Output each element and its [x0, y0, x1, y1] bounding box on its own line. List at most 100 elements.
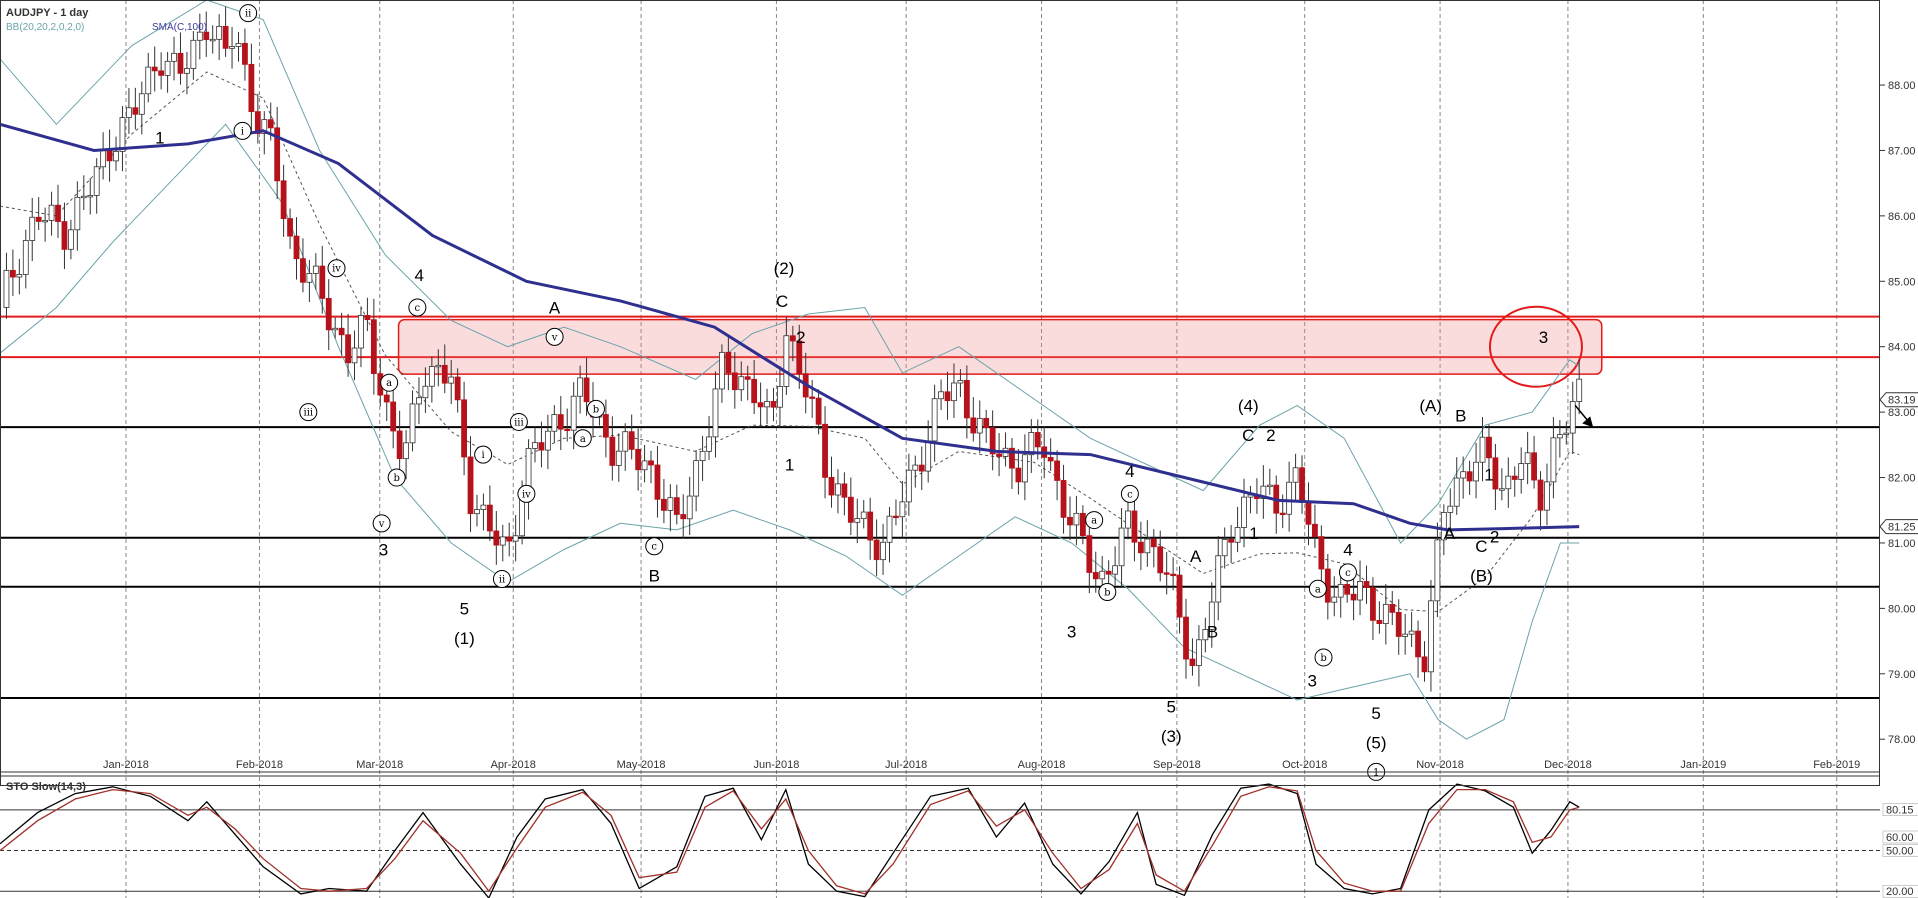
candle-body: [1460, 471, 1467, 479]
wave-label: i: [482, 450, 485, 461]
y-tick-label: 86.00: [1888, 211, 1916, 223]
candle-body: [1196, 639, 1202, 667]
candle-body: [171, 52, 177, 62]
candle-body: [1505, 475, 1512, 490]
y-tick-label: 85.00: [1888, 276, 1916, 288]
x-tick-label: Sep-2018: [1153, 759, 1201, 771]
candle-body: [1511, 475, 1518, 480]
sto-title: STO Slow(14,3): [6, 781, 86, 793]
wave-label: a: [1091, 516, 1097, 527]
candle-body: [893, 515, 899, 519]
candle-body: [744, 376, 751, 380]
candle-body: [267, 119, 274, 129]
candle-body: [435, 364, 442, 368]
candle-body: [757, 402, 764, 408]
wave-label: 1: [785, 455, 794, 474]
sto-series-line: [0, 783, 1580, 898]
candle-body: [738, 376, 745, 391]
candle-body: [1073, 512, 1080, 526]
x-tick-label: Nov-2018: [1416, 759, 1464, 771]
candle-body: [1370, 587, 1376, 621]
candle-body: [1170, 573, 1177, 577]
candle-body: [957, 379, 964, 384]
candle-body: [177, 52, 184, 74]
wave-label: C: [1475, 537, 1487, 556]
candle-body: [1260, 485, 1267, 499]
candle-body: [538, 442, 545, 451]
candle-body: [358, 315, 364, 349]
candle-body: [1079, 512, 1086, 537]
candle-body: [80, 195, 87, 199]
wave-label: ii: [245, 9, 251, 20]
candle-body: [1350, 593, 1357, 601]
candle-body: [963, 379, 970, 419]
candle-body: [860, 511, 867, 519]
candle-body: [1092, 572, 1099, 580]
wave-label: 4: [415, 266, 424, 285]
candle-body: [905, 469, 912, 503]
wave-circle: [408, 298, 427, 317]
y-tick-label: 79.00: [1888, 669, 1916, 681]
wave-label: 2: [1266, 426, 1275, 445]
candle-body: [242, 42, 248, 65]
candle-body: [544, 430, 551, 451]
candle-body: [847, 496, 854, 523]
candle-body: [1337, 583, 1344, 598]
candle-body: [113, 151, 119, 162]
candle-body: [1344, 583, 1351, 595]
candle-body: [235, 42, 242, 47]
candle-body: [132, 107, 139, 115]
candle-body: [867, 511, 874, 541]
candle-body: [1434, 539, 1441, 602]
chart-title: AUDJPY - 1 day: [6, 7, 89, 19]
candle-body: [783, 335, 790, 387]
candle-body: [190, 39, 197, 69]
candle-body: [1266, 484, 1273, 488]
candle-body: [1086, 535, 1093, 573]
candle-body: [319, 265, 326, 299]
candle-body: [1215, 555, 1222, 603]
candle-body: [474, 509, 480, 515]
candle-body: [145, 66, 152, 95]
wave-label: 1: [1373, 767, 1379, 778]
wave-label: b: [593, 404, 599, 415]
highlight-circle: [1488, 305, 1583, 388]
candle-body: [815, 397, 822, 425]
wave-label: (5): [1366, 733, 1387, 752]
candle-body: [158, 70, 165, 76]
candle-body: [248, 63, 255, 113]
wave-label: (3): [1161, 727, 1182, 746]
candle-body: [1054, 460, 1060, 481]
candle-body: [899, 501, 906, 518]
candle-body: [216, 25, 223, 40]
candle-body: [1312, 523, 1318, 537]
candle-body: [1118, 527, 1125, 567]
wave-label: 5: [1371, 704, 1380, 723]
candle-body: [300, 258, 306, 283]
sto-series-line: [0, 786, 1580, 895]
sto-tick-box: [1882, 803, 1918, 816]
candle-body: [428, 366, 435, 387]
candle-body: [1415, 630, 1421, 658]
wave-label: C: [1242, 426, 1254, 445]
y-tick-label: 78.00: [1888, 734, 1916, 746]
candle-body: [951, 382, 957, 402]
wave-circle: [1098, 583, 1117, 602]
candle-body: [1189, 658, 1196, 667]
wave-label: 2: [1490, 527, 1499, 546]
y-tick-label: 82.00: [1888, 473, 1916, 485]
candle-body: [203, 31, 210, 40]
candle-body: [976, 417, 983, 434]
candle-body: [1408, 630, 1415, 635]
candle-body: [1382, 603, 1389, 624]
y-tick-label: 84.00: [1888, 342, 1916, 354]
candle-body: [164, 60, 171, 76]
candle-body: [1376, 619, 1383, 624]
y-tick-label: 81.00: [1888, 538, 1916, 550]
candle-body: [731, 372, 738, 391]
resistance-zone: [0, 305, 1880, 388]
candle-body: [499, 536, 506, 546]
candle-body: [648, 460, 654, 466]
wave-circle: [545, 327, 564, 346]
zone-box: [397, 318, 1603, 375]
